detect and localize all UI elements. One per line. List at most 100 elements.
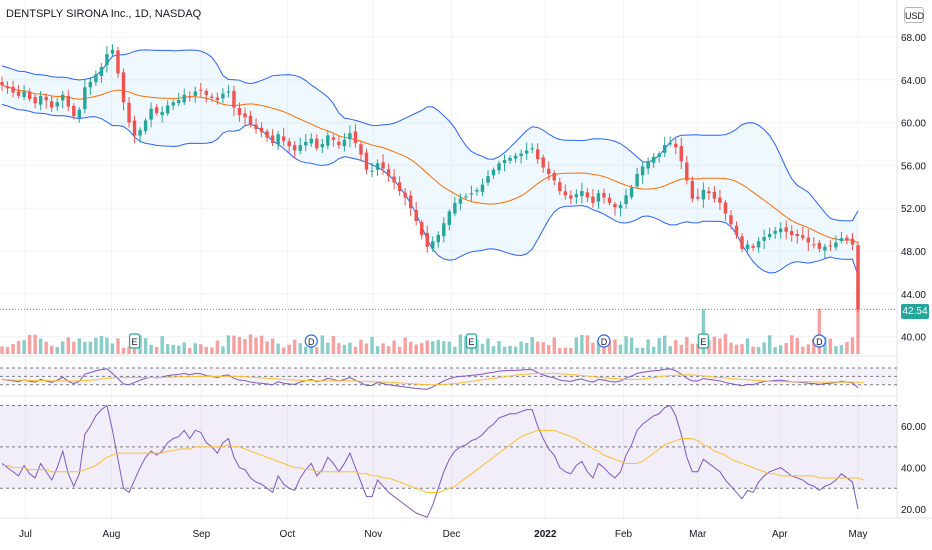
volume-bar xyxy=(265,341,269,354)
volume-bar xyxy=(33,334,37,354)
volume-bar xyxy=(248,334,253,354)
candle-body xyxy=(690,181,695,199)
rsi-tick-label: 20.00 xyxy=(901,505,926,516)
candle-body xyxy=(132,120,137,136)
candle-body xyxy=(403,192,407,198)
candle-body xyxy=(530,148,534,150)
candle-body xyxy=(110,49,115,54)
candle-body xyxy=(574,194,579,198)
upper-oscillator xyxy=(0,367,897,390)
candle-body xyxy=(442,223,446,237)
volume-bar xyxy=(596,339,601,354)
volume-bar xyxy=(165,344,170,354)
volume-bar xyxy=(38,338,43,354)
volume-bar xyxy=(701,309,706,354)
candle-body xyxy=(61,94,65,101)
candle-body xyxy=(839,238,844,242)
time-tick-label: Mar xyxy=(689,529,707,540)
volume-bar xyxy=(662,335,667,354)
volume-bar xyxy=(718,338,722,354)
volume-bar xyxy=(149,344,153,354)
rsi-band-fill xyxy=(0,405,897,489)
candle-body xyxy=(381,162,385,169)
price-tick-label: 64.00 xyxy=(901,76,926,87)
time-tick-label: Nov xyxy=(364,529,382,540)
volume-bar xyxy=(364,343,369,354)
volume-bar xyxy=(453,346,457,354)
volume-bar xyxy=(72,341,76,354)
volume-bar xyxy=(458,334,463,354)
volume-bar xyxy=(0,346,4,354)
candle-body xyxy=(88,81,93,88)
volume-bar xyxy=(370,336,374,354)
candle-body xyxy=(304,141,308,146)
volume-bar xyxy=(44,341,48,354)
candle-body xyxy=(414,209,418,222)
event-marker-label: D xyxy=(601,337,608,347)
volume-bar xyxy=(530,337,534,354)
candle-body xyxy=(469,193,474,195)
volume-bar xyxy=(298,343,302,354)
candle-body xyxy=(154,107,159,113)
candle-body xyxy=(591,196,595,203)
volume-bar xyxy=(49,345,54,354)
volume-bar xyxy=(541,342,545,354)
candle-body xyxy=(94,74,98,83)
candle-body xyxy=(27,91,32,100)
candle-body xyxy=(232,90,236,108)
volume-bar xyxy=(270,338,275,354)
candle-body xyxy=(767,233,772,238)
time-tick-label: Dec xyxy=(443,529,461,540)
volume-bar xyxy=(359,339,363,354)
candle-body xyxy=(508,157,512,161)
candle-body xyxy=(431,241,435,249)
volume-bar xyxy=(210,347,214,354)
event-marker-label: E xyxy=(132,337,138,347)
candle-body xyxy=(0,81,4,86)
volume-bar xyxy=(734,344,739,354)
candle-body xyxy=(248,115,253,125)
candle-body xyxy=(524,150,529,154)
grid xyxy=(0,0,932,519)
candle-body xyxy=(320,144,325,148)
candle-body xyxy=(602,192,606,198)
candle-body xyxy=(221,93,225,99)
volume-bar xyxy=(723,334,728,354)
volume-bar xyxy=(497,341,501,354)
volume-bar xyxy=(77,338,82,354)
candle-body xyxy=(281,136,286,141)
candle-body xyxy=(823,246,827,251)
volume-bar xyxy=(127,346,131,354)
currency-button[interactable]: USD xyxy=(904,7,924,23)
candle-body xyxy=(270,135,275,143)
time-tick-label: Jul xyxy=(19,529,32,540)
volume-bar xyxy=(569,347,573,354)
candle-body xyxy=(784,227,788,232)
candle-body xyxy=(22,91,26,97)
volume-bar xyxy=(259,335,264,354)
candle-body xyxy=(558,182,562,192)
candle-body xyxy=(480,184,485,192)
volume-bar xyxy=(353,346,358,354)
candle-body xyxy=(817,242,822,249)
volume-bar xyxy=(823,336,827,354)
candle-body xyxy=(475,190,479,192)
candle-body xyxy=(215,97,220,101)
candle-body xyxy=(226,91,231,93)
candle-body xyxy=(254,124,258,130)
candle-body xyxy=(707,191,711,194)
upper-band-line xyxy=(1,49,859,222)
volume-bar xyxy=(154,346,159,354)
volume-bar xyxy=(574,337,579,354)
chart-title: DENTSPLY SIRONA Inc., 1D, NASDAQ xyxy=(6,8,202,20)
volume-bar xyxy=(486,338,490,354)
candle-body xyxy=(49,101,54,108)
volume-bar xyxy=(337,343,341,354)
dividend-marker-shape xyxy=(812,334,826,348)
volume-bar xyxy=(740,344,744,354)
volume-bar xyxy=(408,341,413,354)
volume-bars xyxy=(0,278,860,354)
candle-body xyxy=(292,145,297,151)
candle-body xyxy=(99,66,104,77)
